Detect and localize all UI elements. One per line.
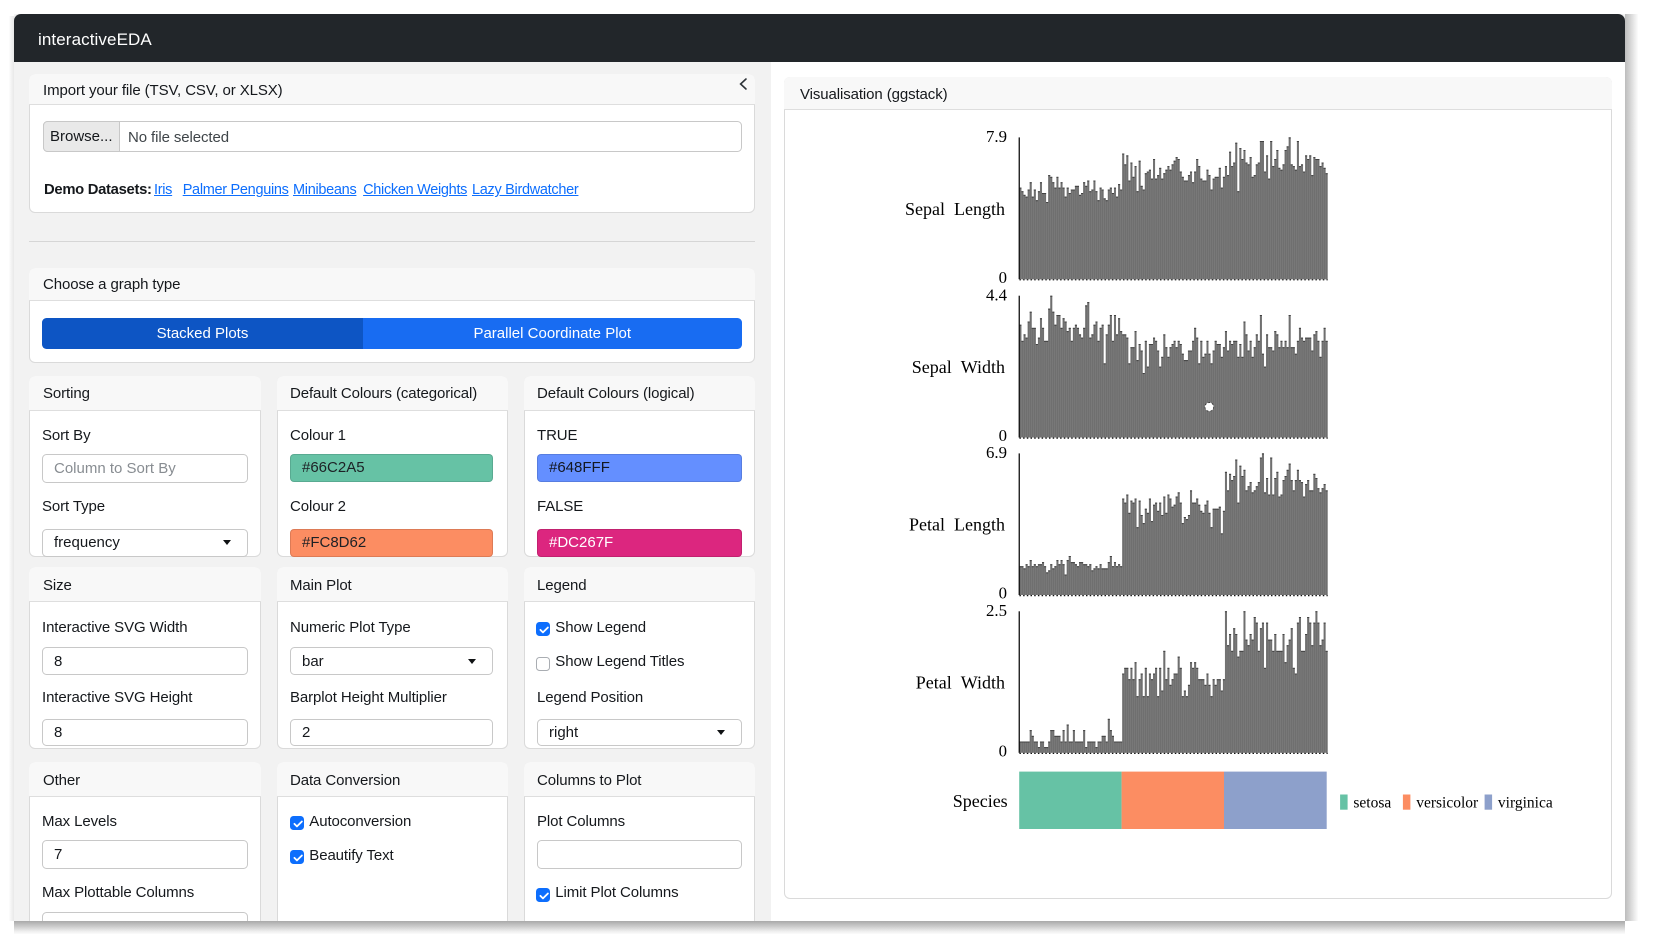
svg-text:virginica: virginica: [1498, 794, 1553, 811]
svg-text:6.9: 6.9: [986, 443, 1007, 462]
svg-text:0: 0: [999, 584, 1007, 603]
svg-text:7.9: 7.9: [986, 127, 1007, 146]
svg-text:setosa: setosa: [1353, 794, 1391, 811]
svg-text:Petal Width: Petal Width: [916, 673, 1005, 693]
svg-text:0: 0: [999, 268, 1007, 287]
svg-text:0: 0: [999, 741, 1007, 760]
svg-text:Petal Length: Petal Length: [909, 515, 1005, 535]
svg-text:Sepal Length: Sepal Length: [905, 199, 1005, 219]
svg-text:versicolor: versicolor: [1416, 794, 1479, 811]
svg-text:2.5: 2.5: [986, 601, 1007, 620]
svg-text:Sepal Width: Sepal Width: [912, 357, 1005, 377]
svg-text:0: 0: [999, 426, 1007, 445]
svg-text:Species: Species: [953, 791, 1008, 811]
svg-text:4.4: 4.4: [986, 286, 1008, 305]
